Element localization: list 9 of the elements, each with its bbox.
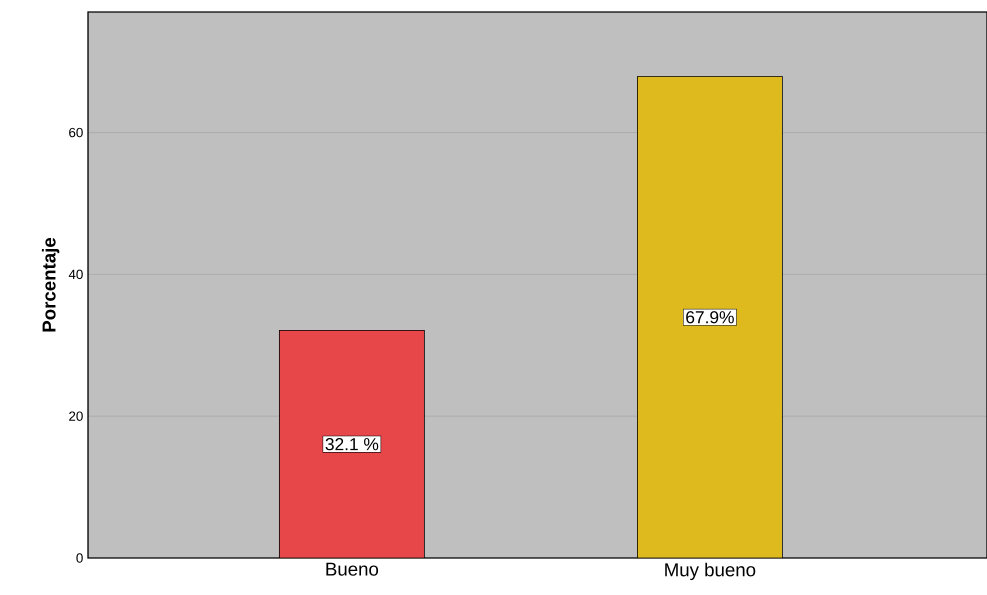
y-axis-title: Porcentaje	[42, 238, 60, 332]
x-tick-label: Bueno	[326, 562, 378, 576]
data-label: 67.9%	[686, 311, 734, 324]
y-tick-label: 60	[69, 128, 83, 138]
y-tick-label: 0	[76, 553, 83, 563]
y-tick-label: 40	[68, 270, 83, 280]
x-tick-label: Muy bueno	[665, 562, 756, 580]
data-label: 32.1 %	[326, 438, 378, 450]
y-tick-label: 20	[69, 411, 83, 421]
